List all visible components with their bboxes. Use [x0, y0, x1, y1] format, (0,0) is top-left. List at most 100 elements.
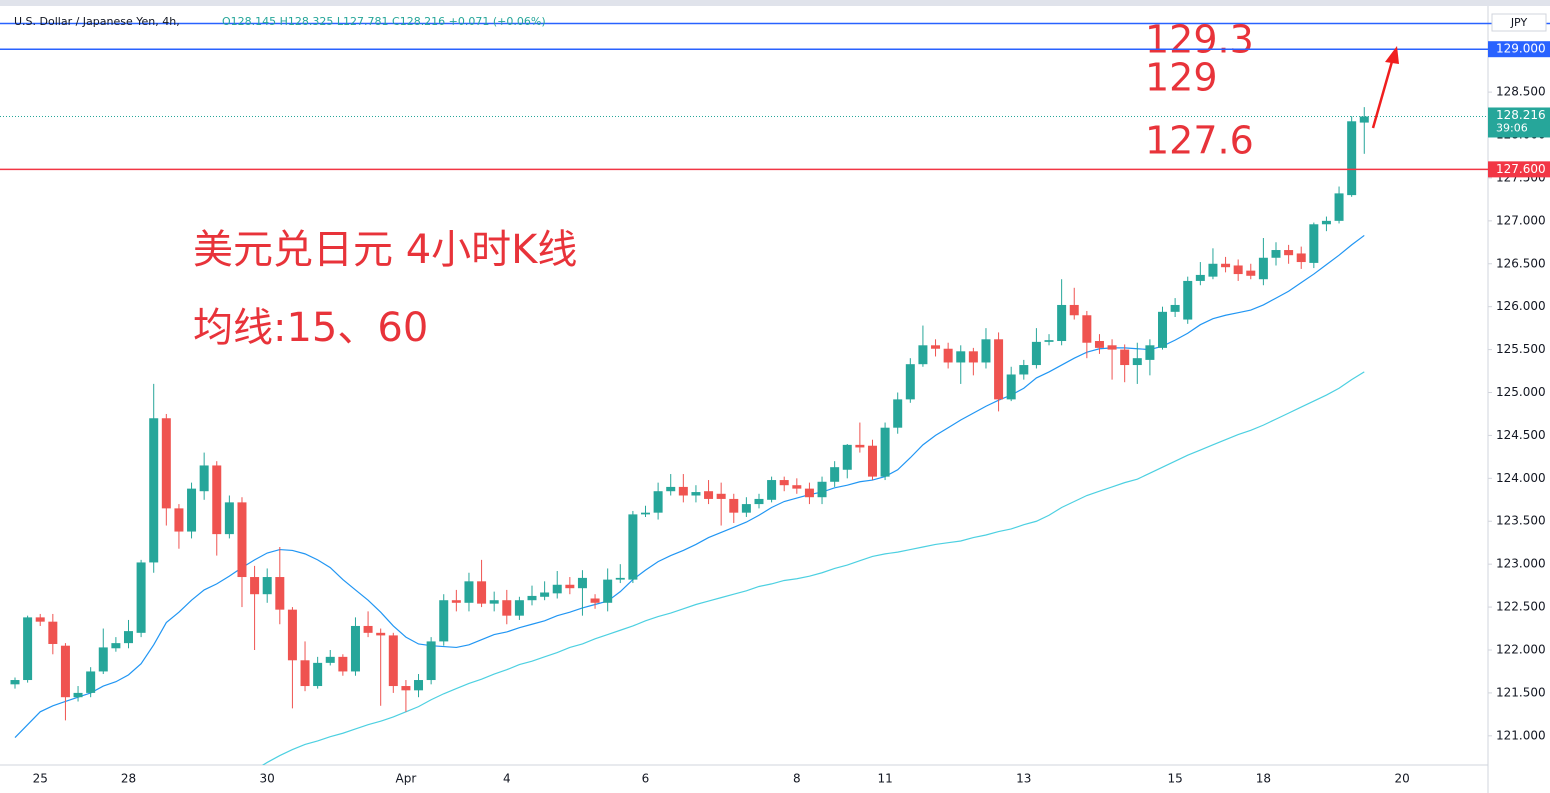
candle-body	[1233, 265, 1243, 275]
candle-body	[779, 480, 789, 486]
candle-body	[918, 345, 928, 365]
candle-body	[603, 579, 613, 603]
x-tick-label: Apr	[396, 772, 417, 786]
y-tick-label: 124.500	[1496, 428, 1546, 442]
last-price-tag	[1488, 107, 1550, 138]
candle-body	[1132, 358, 1142, 366]
candle-body	[1057, 304, 1067, 342]
y-tick-label: 125.000	[1496, 385, 1546, 399]
candle-body	[1309, 224, 1319, 263]
candle-body	[704, 491, 714, 499]
candle-body	[111, 643, 121, 649]
candle-body	[300, 660, 310, 687]
candle-body	[212, 465, 222, 535]
candle-body	[943, 348, 953, 363]
candle-body	[48, 621, 58, 644]
candle-body	[23, 617, 33, 681]
candle-body	[855, 444, 865, 448]
candle-body	[540, 592, 550, 597]
countdown: 39:06	[1496, 121, 1528, 134]
candle-body	[1296, 253, 1306, 263]
candle-body	[741, 504, 751, 513]
currency: JPY	[1510, 16, 1528, 29]
x-tick-label: 20	[1394, 772, 1409, 786]
last-price-label: 128.216	[1496, 108, 1546, 122]
candle-body	[1321, 220, 1331, 225]
candle-body	[477, 581, 487, 604]
candle-body	[1082, 315, 1092, 343]
candle-body	[590, 598, 600, 603]
candle-body	[577, 577, 587, 589]
candle-body	[956, 351, 966, 363]
candle-body	[1069, 304, 1079, 316]
candle-body	[1347, 121, 1357, 196]
price-tag	[1488, 41, 1550, 58]
candle-body	[514, 600, 524, 616]
candle-body	[1183, 280, 1193, 320]
candle-body	[313, 662, 323, 687]
candle-body	[968, 351, 978, 363]
y-tick-label: 127.000	[1496, 213, 1546, 227]
candle-body	[842, 444, 852, 470]
candle-body	[691, 492, 701, 496]
candle-body	[767, 480, 777, 500]
candle-body	[729, 498, 739, 513]
y-tick-label: 122.000	[1496, 642, 1546, 656]
candle-body	[439, 600, 449, 642]
x-tick-label: 6	[642, 772, 650, 786]
candle-body	[1208, 263, 1218, 277]
candle-body	[1221, 263, 1231, 268]
candle-body	[1120, 349, 1130, 366]
level-note: 129	[1145, 56, 1218, 100]
candle-body	[880, 427, 890, 477]
symbol: U.S. Dollar / Japanese Yen, 4h,	[14, 15, 180, 28]
candle-body	[275, 577, 285, 610]
candle-body	[287, 609, 297, 661]
y-tick-label: 121.000	[1496, 728, 1546, 742]
candle-body	[1158, 311, 1168, 348]
x-tick-label: 30	[260, 772, 275, 786]
candle-body	[1094, 341, 1104, 348]
plot	[10, 107, 1369, 765]
candle-body	[350, 625, 360, 672]
moving-average	[261, 371, 1365, 765]
candle-body	[338, 656, 348, 672]
candle-body	[1195, 274, 1205, 281]
y-tick-label: 123.500	[1496, 514, 1546, 528]
candle-body	[678, 486, 688, 496]
candle-body	[565, 584, 575, 589]
y-tick-label: 124.000	[1496, 471, 1546, 485]
arrow-head	[1385, 46, 1399, 64]
price-tag-label: 127.600	[1496, 162, 1546, 176]
candle-body	[653, 491, 663, 513]
candle-body	[1258, 257, 1268, 280]
candle-body	[893, 399, 903, 428]
candle-body	[502, 600, 512, 616]
top-bar	[0, 0, 1550, 6]
candle-body	[426, 641, 436, 681]
candle-body	[224, 502, 234, 535]
x-tick-label: 11	[877, 772, 892, 786]
candle-body	[401, 686, 411, 691]
y-tick-label: 123.000	[1496, 557, 1546, 571]
candle-body	[666, 486, 676, 492]
x-tick-label: 28	[121, 772, 136, 786]
candle-body	[1044, 340, 1054, 342]
candle-body	[994, 339, 1004, 400]
level-note: 129.3	[1145, 18, 1254, 62]
price-tag	[1488, 161, 1550, 178]
candle-body	[123, 631, 133, 644]
candle-body	[1019, 365, 1029, 375]
candle-body	[830, 467, 840, 482]
y-tick-label: 128.500	[1496, 85, 1546, 99]
candle-body	[60, 645, 70, 698]
candle-body	[1334, 193, 1344, 221]
candle-body	[981, 339, 991, 363]
candle-body	[237, 502, 247, 578]
y-tick-label: 126.000	[1496, 299, 1546, 313]
y-tick-label: 125.500	[1496, 342, 1546, 356]
candle-body	[804, 488, 814, 498]
candle-body	[325, 656, 335, 663]
candle-body	[1006, 374, 1016, 400]
